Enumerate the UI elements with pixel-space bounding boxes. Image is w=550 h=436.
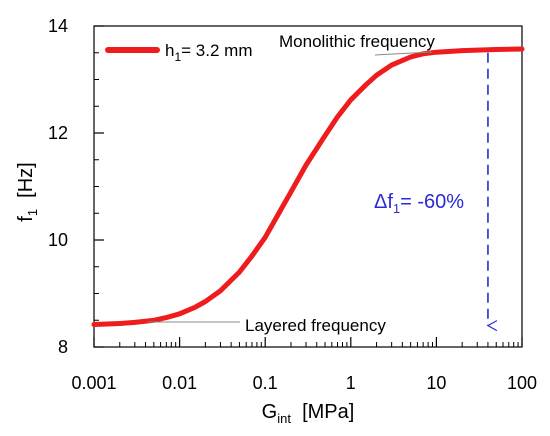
monolithic-leader-line bbox=[374, 51, 433, 56]
series-point bbox=[263, 235, 268, 240]
y-axis-title-rest: [Hz] bbox=[15, 162, 37, 209]
x-axis-ticks: 0.001 0.01 0.1 1 10 100 bbox=[71, 337, 537, 393]
series-point bbox=[303, 162, 309, 168]
x-axis-title-sub: int bbox=[277, 411, 291, 426]
x-axis-title-main: G bbox=[262, 401, 278, 423]
series-point bbox=[519, 46, 525, 52]
series-point bbox=[494, 47, 499, 52]
y-axis-title: f1 [Hz] bbox=[15, 162, 40, 221]
series-point bbox=[203, 299, 208, 304]
y-tick-label: 12 bbox=[48, 123, 68, 143]
legend-label-main: h bbox=[165, 41, 174, 60]
y-tick-label: 8 bbox=[58, 337, 68, 357]
series-point bbox=[408, 54, 413, 60]
x-tick-label: 10 bbox=[426, 373, 446, 393]
y-axis-title-main: f bbox=[15, 216, 37, 222]
series-point bbox=[151, 318, 157, 323]
frequency-drop-rest: = -60% bbox=[400, 191, 464, 213]
series-point bbox=[218, 288, 223, 294]
x-axis-title-rest: [MPa] bbox=[291, 401, 354, 423]
y-tick-label: 10 bbox=[48, 230, 68, 250]
frequency-drop-label: Δf1= -60% bbox=[374, 191, 464, 216]
x-tick-label: 0.1 bbox=[253, 373, 278, 393]
y-tick-label: 14 bbox=[48, 16, 68, 36]
series-line bbox=[91, 46, 525, 327]
series-point bbox=[459, 48, 465, 53]
series-point bbox=[335, 114, 340, 120]
series-point bbox=[117, 321, 122, 326]
series-point bbox=[288, 189, 294, 195]
x-tick-label: 100 bbox=[507, 373, 537, 393]
legend-label-rest: = 3.2 mm bbox=[181, 41, 252, 60]
x-tick-label: 0.01 bbox=[162, 373, 197, 393]
series-point bbox=[374, 73, 379, 78]
series-point bbox=[348, 97, 353, 103]
x-tick-label: 0.001 bbox=[71, 373, 116, 393]
series-layer bbox=[91, 46, 525, 327]
frequency-drop-sub: 1 bbox=[393, 201, 400, 216]
series-point bbox=[389, 62, 394, 68]
series-point bbox=[249, 253, 255, 259]
series-point bbox=[278, 208, 283, 213]
series-point bbox=[164, 315, 169, 320]
series-point bbox=[237, 269, 242, 275]
y-axis-ticks: 8 10 12 14 bbox=[48, 16, 104, 357]
series-point bbox=[192, 305, 197, 310]
series-point bbox=[434, 50, 439, 55]
legend-label: h1= 3.2 mm bbox=[165, 41, 253, 64]
x-axis-title: Gint [MPa] bbox=[262, 401, 355, 426]
series-point bbox=[322, 133, 328, 138]
legend: h1= 3.2 mm bbox=[105, 41, 253, 64]
monolithic-frequency-label: Monolithic frequency bbox=[279, 32, 435, 51]
frequency-drop-main: Δf bbox=[374, 191, 393, 213]
series-point bbox=[363, 82, 369, 88]
series-point bbox=[177, 311, 182, 317]
series-point bbox=[132, 320, 138, 325]
series-point bbox=[475, 47, 480, 53]
x-tick-label: 1 bbox=[346, 373, 356, 393]
y-axis-title-sub: 1 bbox=[25, 209, 40, 216]
plot-frame bbox=[93, 25, 523, 348]
layered-frequency-label: Layered frequency bbox=[245, 316, 386, 335]
series-point bbox=[91, 322, 97, 327]
legend-label-sub: 1 bbox=[174, 50, 181, 64]
